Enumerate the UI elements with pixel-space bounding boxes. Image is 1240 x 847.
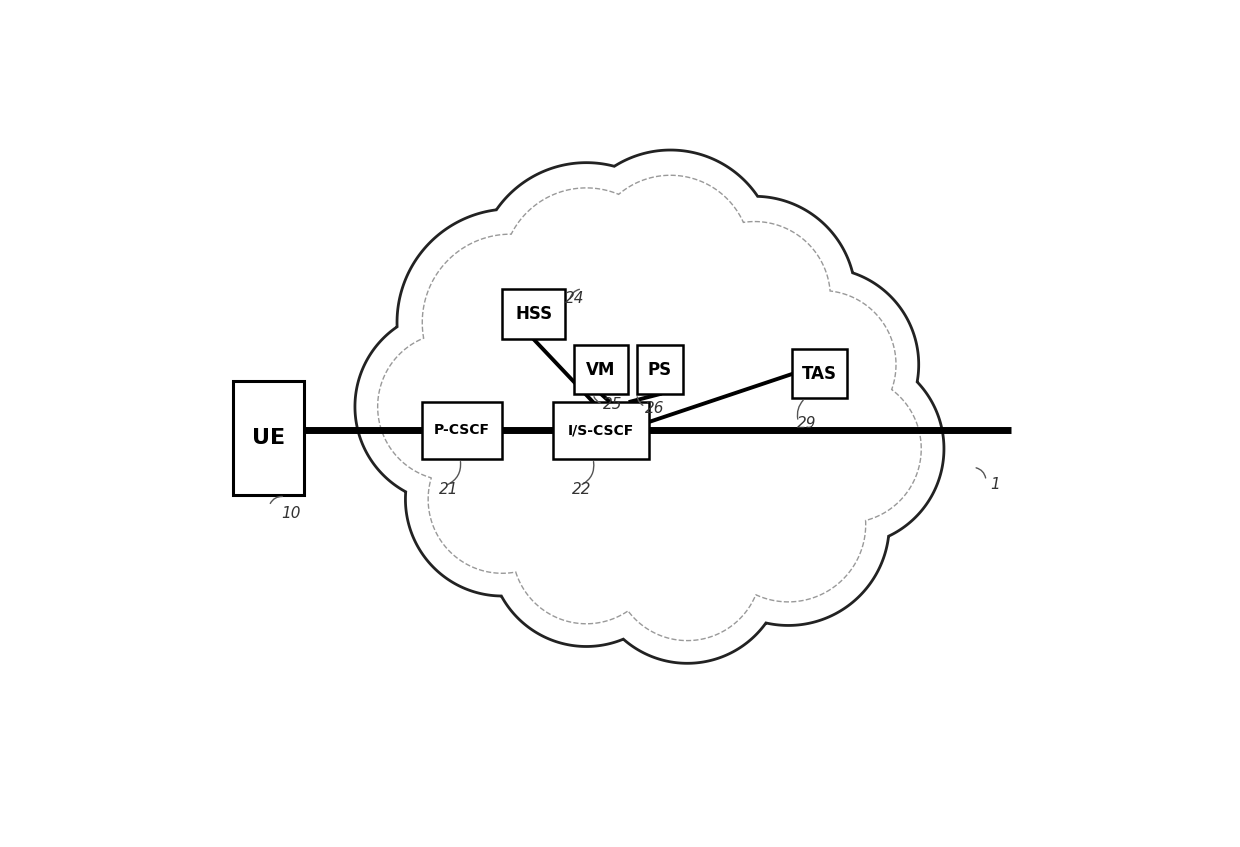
FancyBboxPatch shape: [792, 350, 847, 398]
Text: TAS: TAS: [802, 365, 837, 383]
Text: HSS: HSS: [515, 305, 552, 323]
FancyBboxPatch shape: [502, 289, 565, 340]
FancyBboxPatch shape: [233, 381, 305, 495]
Text: UE: UE: [252, 429, 285, 448]
Text: PS: PS: [649, 361, 672, 379]
Text: 10: 10: [281, 506, 301, 521]
Text: 26: 26: [645, 401, 665, 416]
FancyBboxPatch shape: [637, 346, 683, 394]
Text: 1: 1: [991, 477, 999, 491]
Text: 29: 29: [797, 416, 816, 431]
Text: 24: 24: [565, 291, 585, 307]
Text: VM: VM: [587, 361, 616, 379]
Polygon shape: [355, 150, 944, 663]
Text: P-CSCF: P-CSCF: [434, 424, 490, 437]
Text: 21: 21: [439, 482, 459, 496]
Text: 22: 22: [572, 482, 591, 496]
Text: 25: 25: [603, 397, 622, 412]
FancyBboxPatch shape: [423, 401, 502, 459]
FancyBboxPatch shape: [574, 346, 629, 394]
Text: I/S-CSCF: I/S-CSCF: [568, 424, 634, 437]
FancyBboxPatch shape: [553, 401, 650, 459]
